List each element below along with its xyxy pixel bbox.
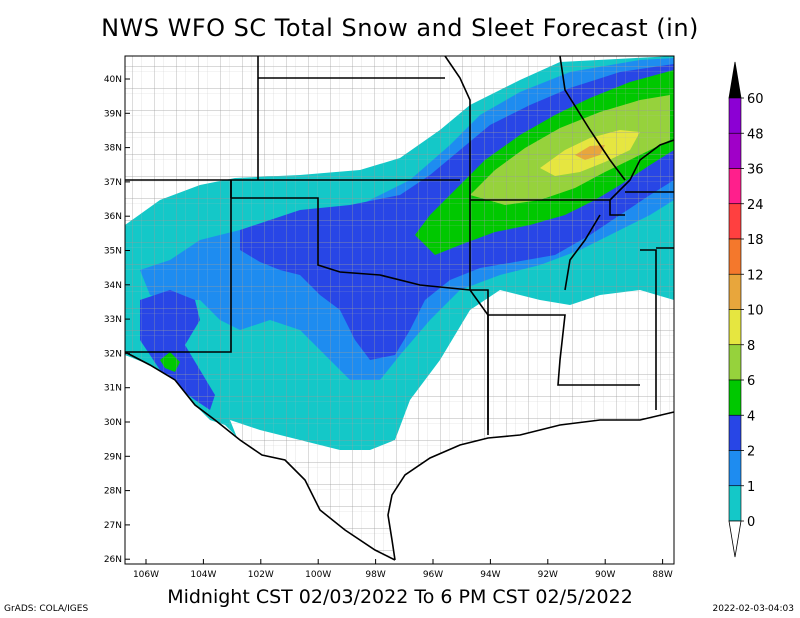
lat-tick-label: 28N <box>104 487 122 497</box>
lon-tick-label: 92W <box>538 570 558 580</box>
lon-tick-label: 102W <box>248 570 274 580</box>
colorbar-level-label: 10 <box>747 304 764 319</box>
colorbar-segment <box>728 132 742 169</box>
colorbar-level-label: 8 <box>747 339 755 354</box>
colorbar-segment <box>728 168 742 205</box>
lat-tick-label: 29N <box>104 452 122 462</box>
lat-tick-label: 37N <box>104 178 122 188</box>
map-title: NWS WFO SC Total Snow and Sleet Forecast… <box>101 14 699 42</box>
lon-tick-label: 94W <box>480 570 500 580</box>
colorbar-level-label: 1 <box>747 480 755 495</box>
lat-tick-label: 27N <box>104 521 122 531</box>
mexico <box>125 355 395 564</box>
lat-tick-label: 32N <box>104 349 122 359</box>
lon-tick-label: 96W <box>423 570 443 580</box>
lat-tick-label: 38N <box>104 144 122 154</box>
colorbar-level-label: 2 <box>747 445 755 460</box>
lat-tick-label: 40N <box>104 75 122 85</box>
lon-tick-label: 106W <box>133 570 159 580</box>
gulf-of-mexico <box>388 415 674 564</box>
lon-tick-label: 100W <box>305 570 331 580</box>
lon-tick-label: 98W <box>365 570 385 580</box>
colorbar-segment <box>728 309 742 346</box>
colorbar-level-label: 4 <box>747 409 755 424</box>
colorbar-level-label: 6 <box>747 374 755 389</box>
lat-tick-label: 31N <box>104 384 122 394</box>
longitude-axis: 106W 104W 102W 100W 98W 96W 94W 92W 90W 88W <box>133 559 673 580</box>
latitude-axis: 40N 39N 38N 37N 36N 35N 34N 33N 32N 31N 30N 29N 28N 2… <box>104 75 130 565</box>
colorbar-segment <box>728 203 742 240</box>
colorbar-level-label: 24 <box>747 198 764 213</box>
colorbar-top-arrow <box>728 61 742 99</box>
colorbar-bottom-arrow <box>728 520 742 558</box>
colorbar-segment <box>728 379 742 416</box>
plot-frame <box>124 55 675 565</box>
colorbar-level-label: 12 <box>747 268 764 283</box>
lat-tick-label: 30N <box>104 418 122 428</box>
lon-tick-label: 90W <box>595 570 615 580</box>
colorbar-segment <box>728 344 742 381</box>
lat-tick-label: 35N <box>104 247 122 257</box>
colorbar-level-label: 0 <box>747 515 755 530</box>
colorbar-segment <box>728 238 742 275</box>
lat-tick-label: 34N <box>104 281 122 291</box>
colorbar-segment <box>728 485 742 522</box>
lat-tick-label: 26N <box>104 555 122 565</box>
colorbar-level-label: 60 <box>747 92 764 107</box>
map-subtitle: Midnight CST 02/03/2022 To 6 PM CST 02/5… <box>167 586 633 608</box>
lat-tick-label: 39N <box>104 109 122 119</box>
lon-tick-label: 104W <box>190 570 216 580</box>
colorbar-level-label: 18 <box>747 233 764 248</box>
lat-tick-label: 36N <box>104 212 122 222</box>
colorbar-level-label: 36 <box>747 163 764 178</box>
colorbar-segment <box>728 97 742 134</box>
colorbar-segment <box>728 273 742 310</box>
footer-timestamp: 2022-02-03-04:03 <box>712 604 795 614</box>
lat-tick-label: 33N <box>104 315 122 325</box>
colorbar-segment <box>728 414 742 451</box>
lon-tick-label: 88W <box>652 570 672 580</box>
state-borders <box>124 55 675 561</box>
colorbar-segment <box>728 450 742 487</box>
colorbar-level-label: 48 <box>747 127 764 142</box>
footer-credit: GrADS: COLA/IGES <box>4 604 89 614</box>
